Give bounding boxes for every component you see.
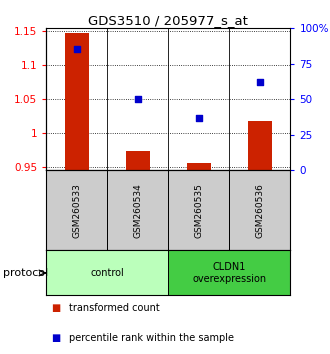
Title: GDS3510 / 205977_s_at: GDS3510 / 205977_s_at [88,14,248,27]
Text: GSM260536: GSM260536 [255,183,264,238]
Bar [187,163,211,171]
Text: ■: ■ [51,303,61,313]
Bar [125,152,150,171]
Point [135,96,140,102]
Bar [46,171,107,251]
Point [74,46,79,52]
Text: percentile rank within the sample: percentile rank within the sample [69,333,234,343]
Text: ■: ■ [51,333,61,343]
Bar [168,171,229,251]
Bar [46,251,168,296]
Text: GSM260533: GSM260533 [72,183,81,238]
Text: GSM260535: GSM260535 [194,183,203,238]
Bar [229,171,290,251]
Text: transformed count: transformed count [69,303,160,313]
Point [257,79,263,85]
Bar [107,171,168,251]
Text: protocol: protocol [3,268,49,278]
Text: CLDN1
overexpression: CLDN1 overexpression [192,262,266,284]
Text: GSM260534: GSM260534 [133,183,142,238]
Bar [168,251,290,296]
Bar [64,33,89,171]
Point [196,115,201,121]
Text: control: control [90,268,124,278]
Bar [248,121,272,171]
